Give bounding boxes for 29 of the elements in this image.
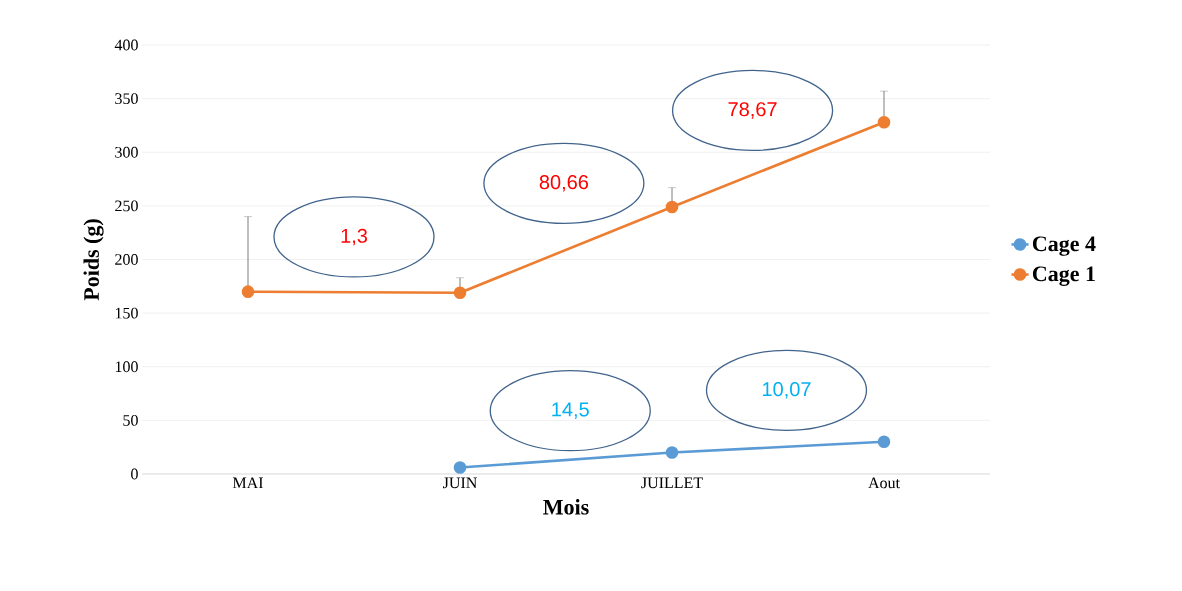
x-axis-title: Mois [543,499,589,515]
annotation: 10,07 [762,382,811,399]
point [665,446,679,459]
y-axis-title: Poids (g) [83,219,104,301]
y-tick-label: 350 [115,93,138,105]
y-tick-label: 400 [114,39,138,51]
y-tick-label: 0 [131,468,138,480]
x-tick-label: MAI [232,477,263,489]
point [877,435,891,449]
annotation: 80,66 [539,175,589,192]
x-tick-label: JUILLET [641,477,703,489]
point [877,115,891,129]
y-tick-label: 300 [115,146,138,158]
y-tick-label: 50 [123,414,138,426]
point [453,286,467,300]
x-tick-label: Aout [868,477,900,489]
x-tick-label: JUIN [443,477,477,489]
y-tick-label: 150 [115,307,138,319]
annotation: 1,3 [341,228,368,246]
legend-label: Cage 1 [1032,266,1095,286]
y-tick-label: 200 [115,254,138,265]
point [665,200,679,214]
annotation: 14,5 [552,402,589,419]
y-tick-label: 100 [115,361,138,373]
annotation: 78,67 [728,102,777,119]
legend-label: Cage 4 [1032,236,1096,256]
point [453,461,467,474]
y-tick-label: 250 [115,200,138,212]
point [241,285,255,298]
